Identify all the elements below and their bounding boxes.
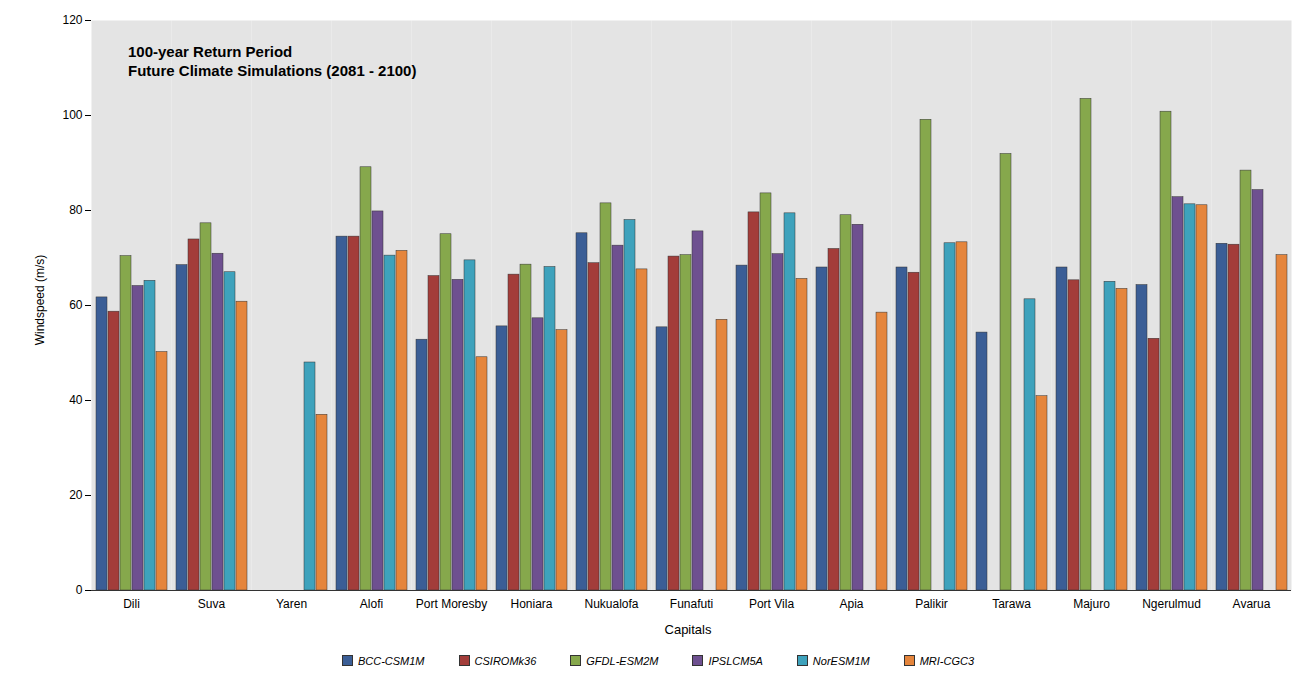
svg-text:Majuro: Majuro xyxy=(1073,597,1110,611)
svg-text:40: 40 xyxy=(69,393,83,407)
svg-text:Dili: Dili xyxy=(123,597,140,611)
html-text:BCC-CSM1M: BCC-CSM1M xyxy=(357,655,425,667)
svg-text:Funafuti: Funafuti xyxy=(670,597,713,611)
html-text:100-year Return Period: 100-year Return Period xyxy=(128,43,293,60)
svg-text:80: 80 xyxy=(69,203,83,217)
svg-text:Suva: Suva xyxy=(198,597,226,611)
svg-text:120: 120 xyxy=(62,13,82,27)
html-text:IPSLCM5A: IPSLCM5A xyxy=(708,655,763,667)
html-text:CSIROMk36: CSIROMk36 xyxy=(474,655,537,667)
html-text:MRI-CGC3: MRI-CGC3 xyxy=(919,655,975,667)
svg-text:Ngerulmud: Ngerulmud xyxy=(1142,597,1201,611)
svg-text:Honiara: Honiara xyxy=(510,597,552,611)
svg-text:20: 20 xyxy=(69,488,83,502)
svg-text:Nukualofa: Nukualofa xyxy=(584,597,638,611)
svg-text:Palikir: Palikir xyxy=(915,597,948,611)
svg-text:Yaren: Yaren xyxy=(276,597,307,611)
svg-text:Apia: Apia xyxy=(839,597,863,611)
html-text:NorESM1M: NorESM1M xyxy=(812,655,870,667)
svg-text:Tarawa: Tarawa xyxy=(992,597,1031,611)
svg-text:0: 0 xyxy=(76,583,83,597)
html-text:Capitals: Capitals xyxy=(664,622,712,637)
html-text:GFDL-ESM2M: GFDL-ESM2M xyxy=(586,655,659,667)
html-text:Future Climate Simulations (20: Future Climate Simulations (2081 - 2100) xyxy=(128,62,417,79)
svg-text:100: 100 xyxy=(62,108,82,122)
svg-text:60: 60 xyxy=(69,298,83,312)
svg-text:Alofi: Alofi xyxy=(360,597,383,611)
html-text:Windspeed (m/s): Windspeed (m/s) xyxy=(33,254,47,346)
svg-text:Port Moresby: Port Moresby xyxy=(416,597,487,611)
svg-text:Port Vila: Port Vila xyxy=(749,597,794,611)
svg-text:Avarua: Avarua xyxy=(1233,597,1271,611)
